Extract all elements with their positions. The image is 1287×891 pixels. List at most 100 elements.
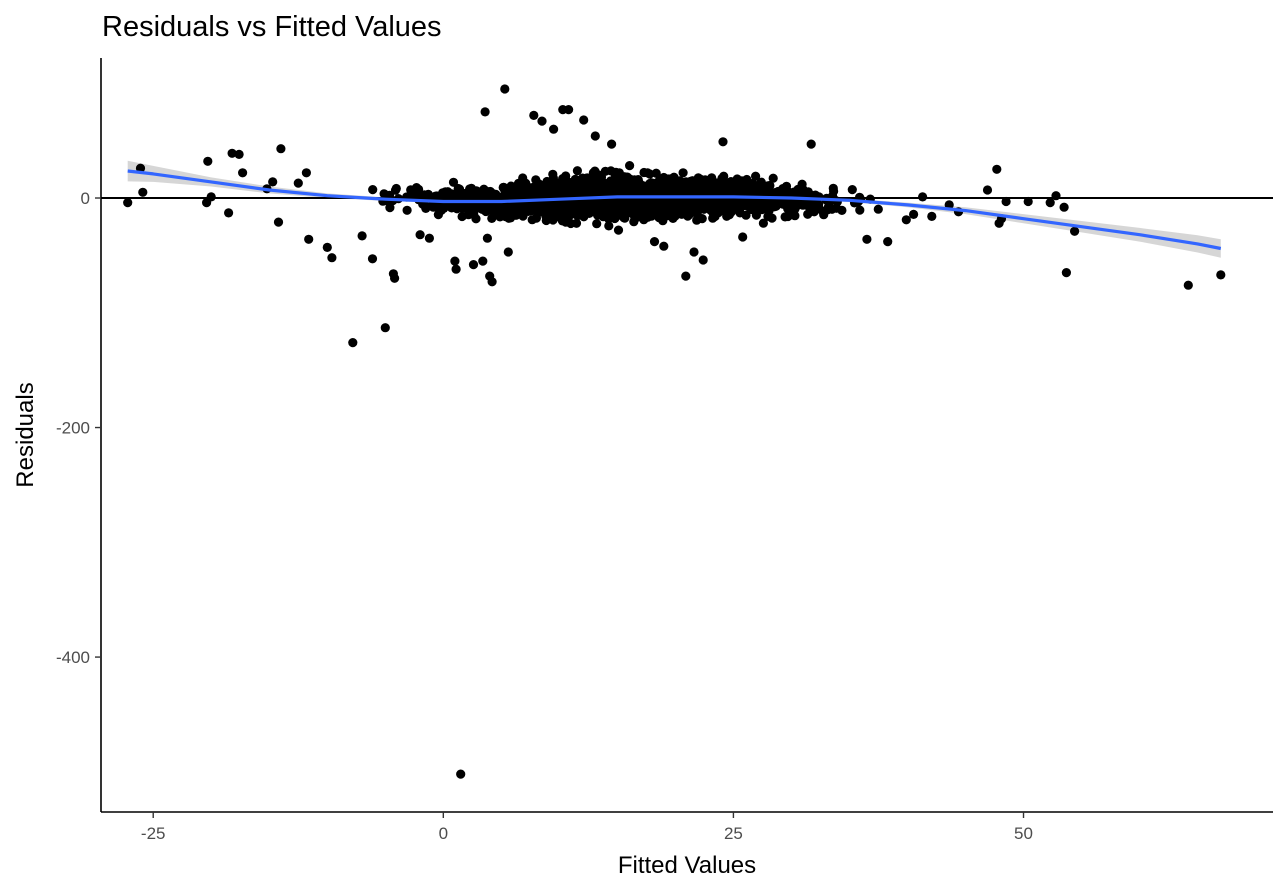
data-point	[550, 184, 560, 194]
data-point	[1183, 280, 1193, 290]
data-point	[367, 254, 378, 264]
chart-title: Residuals vs Fitted Values	[102, 11, 442, 43]
data-point	[649, 237, 660, 247]
y-tick-label: -400	[56, 648, 90, 667]
data-point	[465, 205, 475, 215]
data-point	[681, 271, 691, 281]
data-point	[268, 177, 278, 187]
data-point	[1070, 226, 1080, 236]
data-point	[402, 205, 412, 215]
data-point	[385, 203, 395, 213]
data-point	[619, 201, 629, 211]
data-point	[603, 183, 613, 193]
data-point	[519, 182, 529, 193]
data-point	[765, 180, 775, 191]
data-point	[322, 242, 332, 252]
data-point	[414, 184, 424, 194]
data-point	[497, 201, 507, 211]
data-point	[138, 187, 148, 197]
data-point	[1216, 270, 1226, 280]
data-point	[806, 139, 816, 149]
data-point	[458, 201, 468, 211]
data-point	[717, 199, 727, 209]
data-point	[855, 205, 865, 215]
data-point	[1045, 198, 1055, 208]
data-point	[227, 148, 237, 158]
data-point	[630, 182, 640, 192]
data-point	[327, 253, 337, 263]
data-point	[706, 200, 716, 210]
data-point	[771, 201, 781, 211]
data-point	[698, 255, 708, 265]
smooth-curve-layer	[127, 169, 1222, 251]
data-point	[862, 234, 872, 244]
data-point	[1023, 196, 1033, 207]
data-point	[301, 168, 311, 178]
x-tick-label: 0	[439, 824, 448, 843]
data-point	[380, 323, 390, 333]
data-point	[577, 203, 587, 213]
data-point	[468, 186, 478, 196]
data-point	[224, 208, 234, 218]
data-point	[505, 202, 515, 213]
data-point	[607, 210, 617, 220]
data-point	[639, 167, 649, 178]
data-point	[649, 203, 659, 213]
data-point	[883, 237, 893, 247]
data-point	[451, 264, 461, 274]
data-point	[571, 218, 582, 228]
data-point	[293, 178, 303, 188]
data-point	[1001, 196, 1011, 207]
data-point	[368, 185, 378, 195]
data-point	[439, 201, 449, 211]
data-point	[643, 186, 653, 196]
x-tick-label: -25	[141, 824, 166, 843]
data-point	[659, 172, 669, 183]
data-point	[659, 241, 669, 251]
data-point	[572, 166, 583, 176]
data-point	[735, 181, 746, 191]
data-point	[503, 247, 513, 257]
data-point	[348, 338, 358, 348]
data-point	[687, 176, 698, 186]
data-point	[768, 173, 778, 183]
data-point	[656, 210, 667, 220]
data-point	[704, 187, 714, 197]
data-point	[800, 188, 810, 198]
data-point	[738, 232, 748, 242]
data-point	[751, 210, 762, 220]
data-point	[918, 192, 928, 202]
data-point	[123, 198, 133, 208]
data-point	[482, 233, 492, 243]
data-point	[622, 172, 633, 182]
data-point	[424, 233, 434, 243]
data-point	[732, 174, 742, 184]
data-point	[590, 131, 600, 141]
data-point	[561, 171, 571, 181]
data-point	[391, 183, 401, 194]
data-point	[450, 256, 460, 266]
x-tick-label: 50	[1014, 824, 1033, 843]
data-point	[697, 187, 707, 197]
data-point	[549, 124, 559, 134]
data-point	[527, 215, 537, 225]
data-point	[847, 185, 857, 195]
data-point	[597, 176, 607, 187]
data-point	[506, 213, 516, 223]
data-point	[604, 221, 614, 231]
data-point	[692, 215, 702, 225]
data-point	[510, 189, 520, 200]
data-point	[1061, 268, 1071, 278]
data-point	[695, 202, 705, 212]
data-point	[468, 260, 479, 270]
y-tick-label: -200	[56, 419, 90, 438]
data-point	[487, 277, 497, 287]
data-point	[697, 175, 707, 185]
data-point	[582, 189, 592, 199]
data-point	[550, 207, 561, 217]
data-point	[588, 168, 599, 178]
data-point	[537, 116, 547, 126]
data-point	[613, 225, 624, 235]
data-point	[607, 139, 617, 149]
